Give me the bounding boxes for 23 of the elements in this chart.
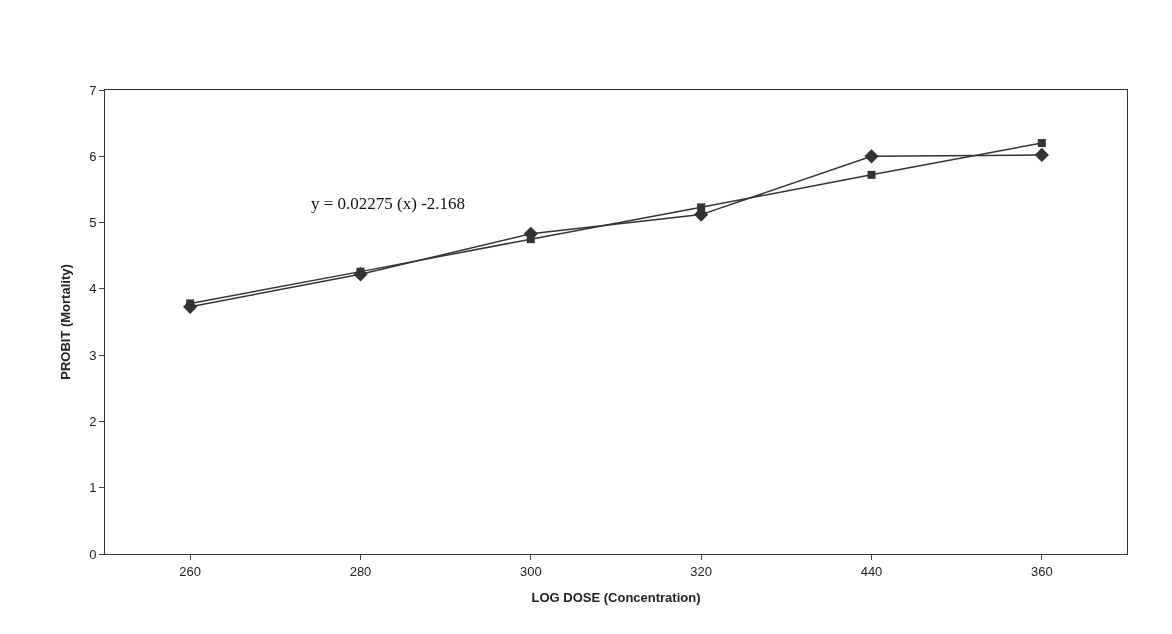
x-tick-label: 440: [860, 563, 883, 579]
y-tick-label: 5: [89, 215, 97, 231]
x-tick-label: 300: [519, 563, 542, 579]
x-tick-label: 320: [690, 563, 713, 579]
y-tick-label: 3: [89, 347, 97, 363]
x-tick-label: 360: [1030, 563, 1053, 579]
y-axis-title: PROBIT (Mortality): [58, 264, 74, 380]
y-tick-label: 7: [89, 82, 97, 98]
point: [526, 235, 535, 244]
y-tick-label: 4: [89, 281, 97, 297]
y-tick-label: 2: [89, 413, 97, 429]
annotation: y = 0.02275 (x) -2.168: [311, 194, 466, 213]
point: [864, 149, 879, 164]
x-axis-title: LOG DOSE (Concentration): [531, 590, 701, 606]
y-tick-label: 1: [89, 480, 97, 496]
point: [1034, 147, 1049, 163]
point: [1037, 139, 1046, 148]
x-tick-label: 280: [349, 563, 372, 579]
y-tick-label: 0: [89, 546, 97, 562]
x-tick-label: 260: [179, 563, 202, 579]
y-tick-label: 6: [89, 148, 97, 164]
point: [867, 170, 876, 179]
point: [697, 203, 706, 212]
